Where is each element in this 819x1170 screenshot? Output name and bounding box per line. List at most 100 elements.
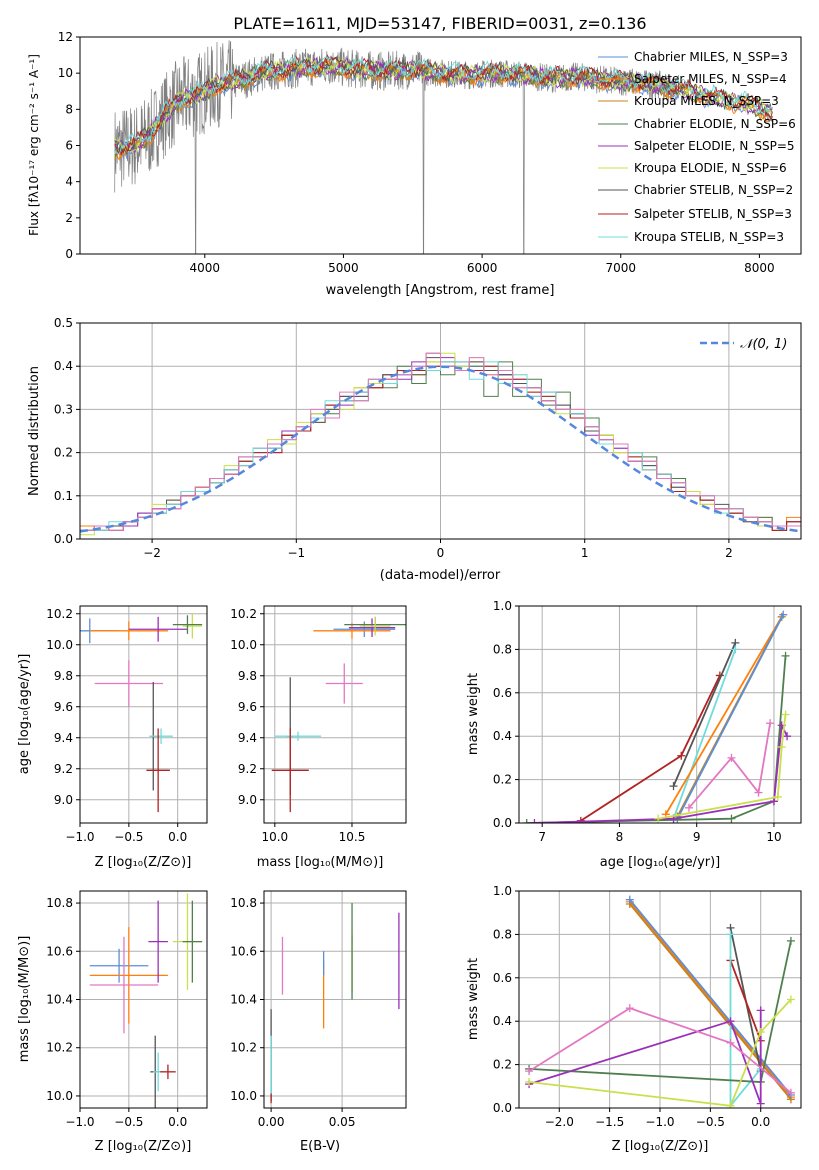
weight-marker [654,814,663,823]
weight-marker [786,995,795,1004]
x-tick-label: 9 [693,830,701,844]
weight-marker [625,1004,634,1013]
legend-entry: Kroupa ELODIE, N_SSP=6 [634,161,787,175]
weight-line [672,642,737,787]
plot-area [522,610,792,823]
weight-marker [726,1038,735,1047]
y-tick-label: 10.2 [46,1041,73,1055]
y-tick-label: 10.0 [46,638,73,652]
spectrum-legend: Chabrier MILES, N_SSP=3 Salpeter MILES, … [598,50,796,244]
weight-marker [756,1099,765,1108]
y-tick-label: 8 [65,102,73,116]
x-tick-label: 0.00 [258,1115,285,1129]
y-tick-label: 0.2 [493,1058,512,1072]
spectrum-xlabel: wavelength [Angstrom, rest frame] [326,283,555,298]
weight-line [534,722,788,823]
y-tick-label: 10.0 [46,1089,73,1103]
x-tick-label: 7 [538,830,546,844]
weight-marker [726,1101,735,1108]
residuals-legend: 𝒩(0, 1) [700,337,787,352]
weight-marker [726,930,735,939]
spectrum-ylabel: Flux [fλ10⁻¹⁷ erg cm⁻² s⁻¹ A⁻¹] [27,54,41,236]
model-spectrum [114,53,773,156]
x-tick-label: 10.0 [261,830,288,844]
x-tick-label: 0.05 [329,1115,356,1129]
y-tick-label: 10.2 [230,607,257,621]
y-tick-label: 0 [65,247,73,261]
weight-marker [677,751,686,760]
axes-frame [79,890,208,1109]
age-mass-xlabel: mass [log₁₀(M/M⊙)] [257,855,384,870]
plot-area [80,352,801,536]
weight-line [672,649,737,820]
y-tick-label: 0.5 [54,316,73,330]
axes-frame [518,890,802,1109]
residuals-ylabel: Normed distribution [27,366,42,496]
y-tick-label: 0.0 [493,1101,512,1115]
x-tick-label: −1.0 [65,830,94,844]
y-tick-label: 9.6 [54,700,73,714]
weight-line [528,1007,792,1094]
x-tick-label: 1 [581,546,589,560]
y-tick-label: 10.8 [230,896,257,910]
grid [264,891,406,1108]
mass-vs-ebv-panel: 0.00 0.05 10.0 10.2 10.4 10.6 10.8 E(B-V) [230,890,407,1154]
x-tick-label: 0.0 [751,1115,770,1129]
axes-frame [263,605,407,824]
weight-marker [669,782,678,791]
y-tick-label: 0.4 [493,729,512,743]
model-spectrum [114,55,773,155]
y-tick-label: 1.0 [493,884,512,898]
weight-marker [684,803,693,812]
weight-age-xlabel: age [log₁₀(age/yr)] [600,855,721,870]
legend-entry: Chabrier ELODIE, N_SSP=6 [634,117,796,131]
axes-frame [263,890,407,1109]
x-tick-label: 10.5 [339,830,366,844]
y-tick-label: 9.4 [54,731,73,745]
y-tick-label: 9.4 [238,731,257,745]
gaussian-curve [80,365,801,533]
x-tick-label: 5000 [328,261,359,275]
y-tick-label: 10.4 [230,993,257,1007]
x-tick-label: 0.0 [168,830,187,844]
legend-entry: Kroupa STELIB, N_SSP=3 [634,230,784,244]
weight-marker [769,797,778,806]
weight-marker [777,743,786,752]
plot-area [89,893,203,1108]
spectrum-panel: 4000 5000 6000 7000 8000 0 2 4 6 8 10 12 wavelength… [27,30,802,298]
legend-entry: Salpeter MILES, N_SSP=4 [634,72,787,86]
weight-vs-age-panel: 7 8 9 10 0.0 0.2 0.4 0.6 0.8 1.0 age [log₁₀(age/y… [466,599,802,870]
weight-z-xlabel: Z [log₁₀(Z/Z⊙)] [612,1139,709,1154]
axes-frame [79,605,208,824]
weight-line [528,1010,762,1105]
mass-vs-z-panel: −1.0 −0.5 0.0 10.0 10.2 10.4 10.6 10.8 Z [log₁₀… [17,890,208,1154]
weight-marker [773,792,782,801]
x-tick-label: 10 [766,830,781,844]
weight-marker [727,753,736,762]
y-tick-label: 10.2 [230,1041,257,1055]
mass-ebv-xlabel: E(B-V) [300,1139,340,1154]
weight-line [528,998,792,1107]
y-tick-label: 9.6 [238,700,257,714]
plot-area [114,40,773,254]
y-tick-label: 0.2 [54,446,73,460]
weight-line [729,960,762,1042]
weight-marker [726,1017,735,1026]
axes-frame [79,36,802,255]
y-tick-label: 0.6 [493,971,512,985]
y-tick-label: 9.0 [54,793,73,807]
y-tick-label: 0.8 [493,642,512,656]
age-vs-mass-panel: 10.0 10.5 9.0 9.2 9.4 9.6 9.8 10.0 10.2 mass [lo… [230,605,407,870]
x-tick-label: 0 [437,546,445,560]
weight-marker [756,1028,765,1037]
x-tick-label: −1.5 [595,1115,624,1129]
x-tick-label: 8000 [744,261,775,275]
axes-frame [79,322,802,540]
y-tick-label: 2 [65,211,73,225]
x-tick-label: −2.0 [545,1115,574,1129]
y-tick-label: 0.0 [54,532,73,546]
y-tick-label: 0.0 [493,816,512,830]
plot-area [80,613,203,813]
age-z-xlabel: Z [log₁₀(Z/Z⊙)] [95,855,192,870]
